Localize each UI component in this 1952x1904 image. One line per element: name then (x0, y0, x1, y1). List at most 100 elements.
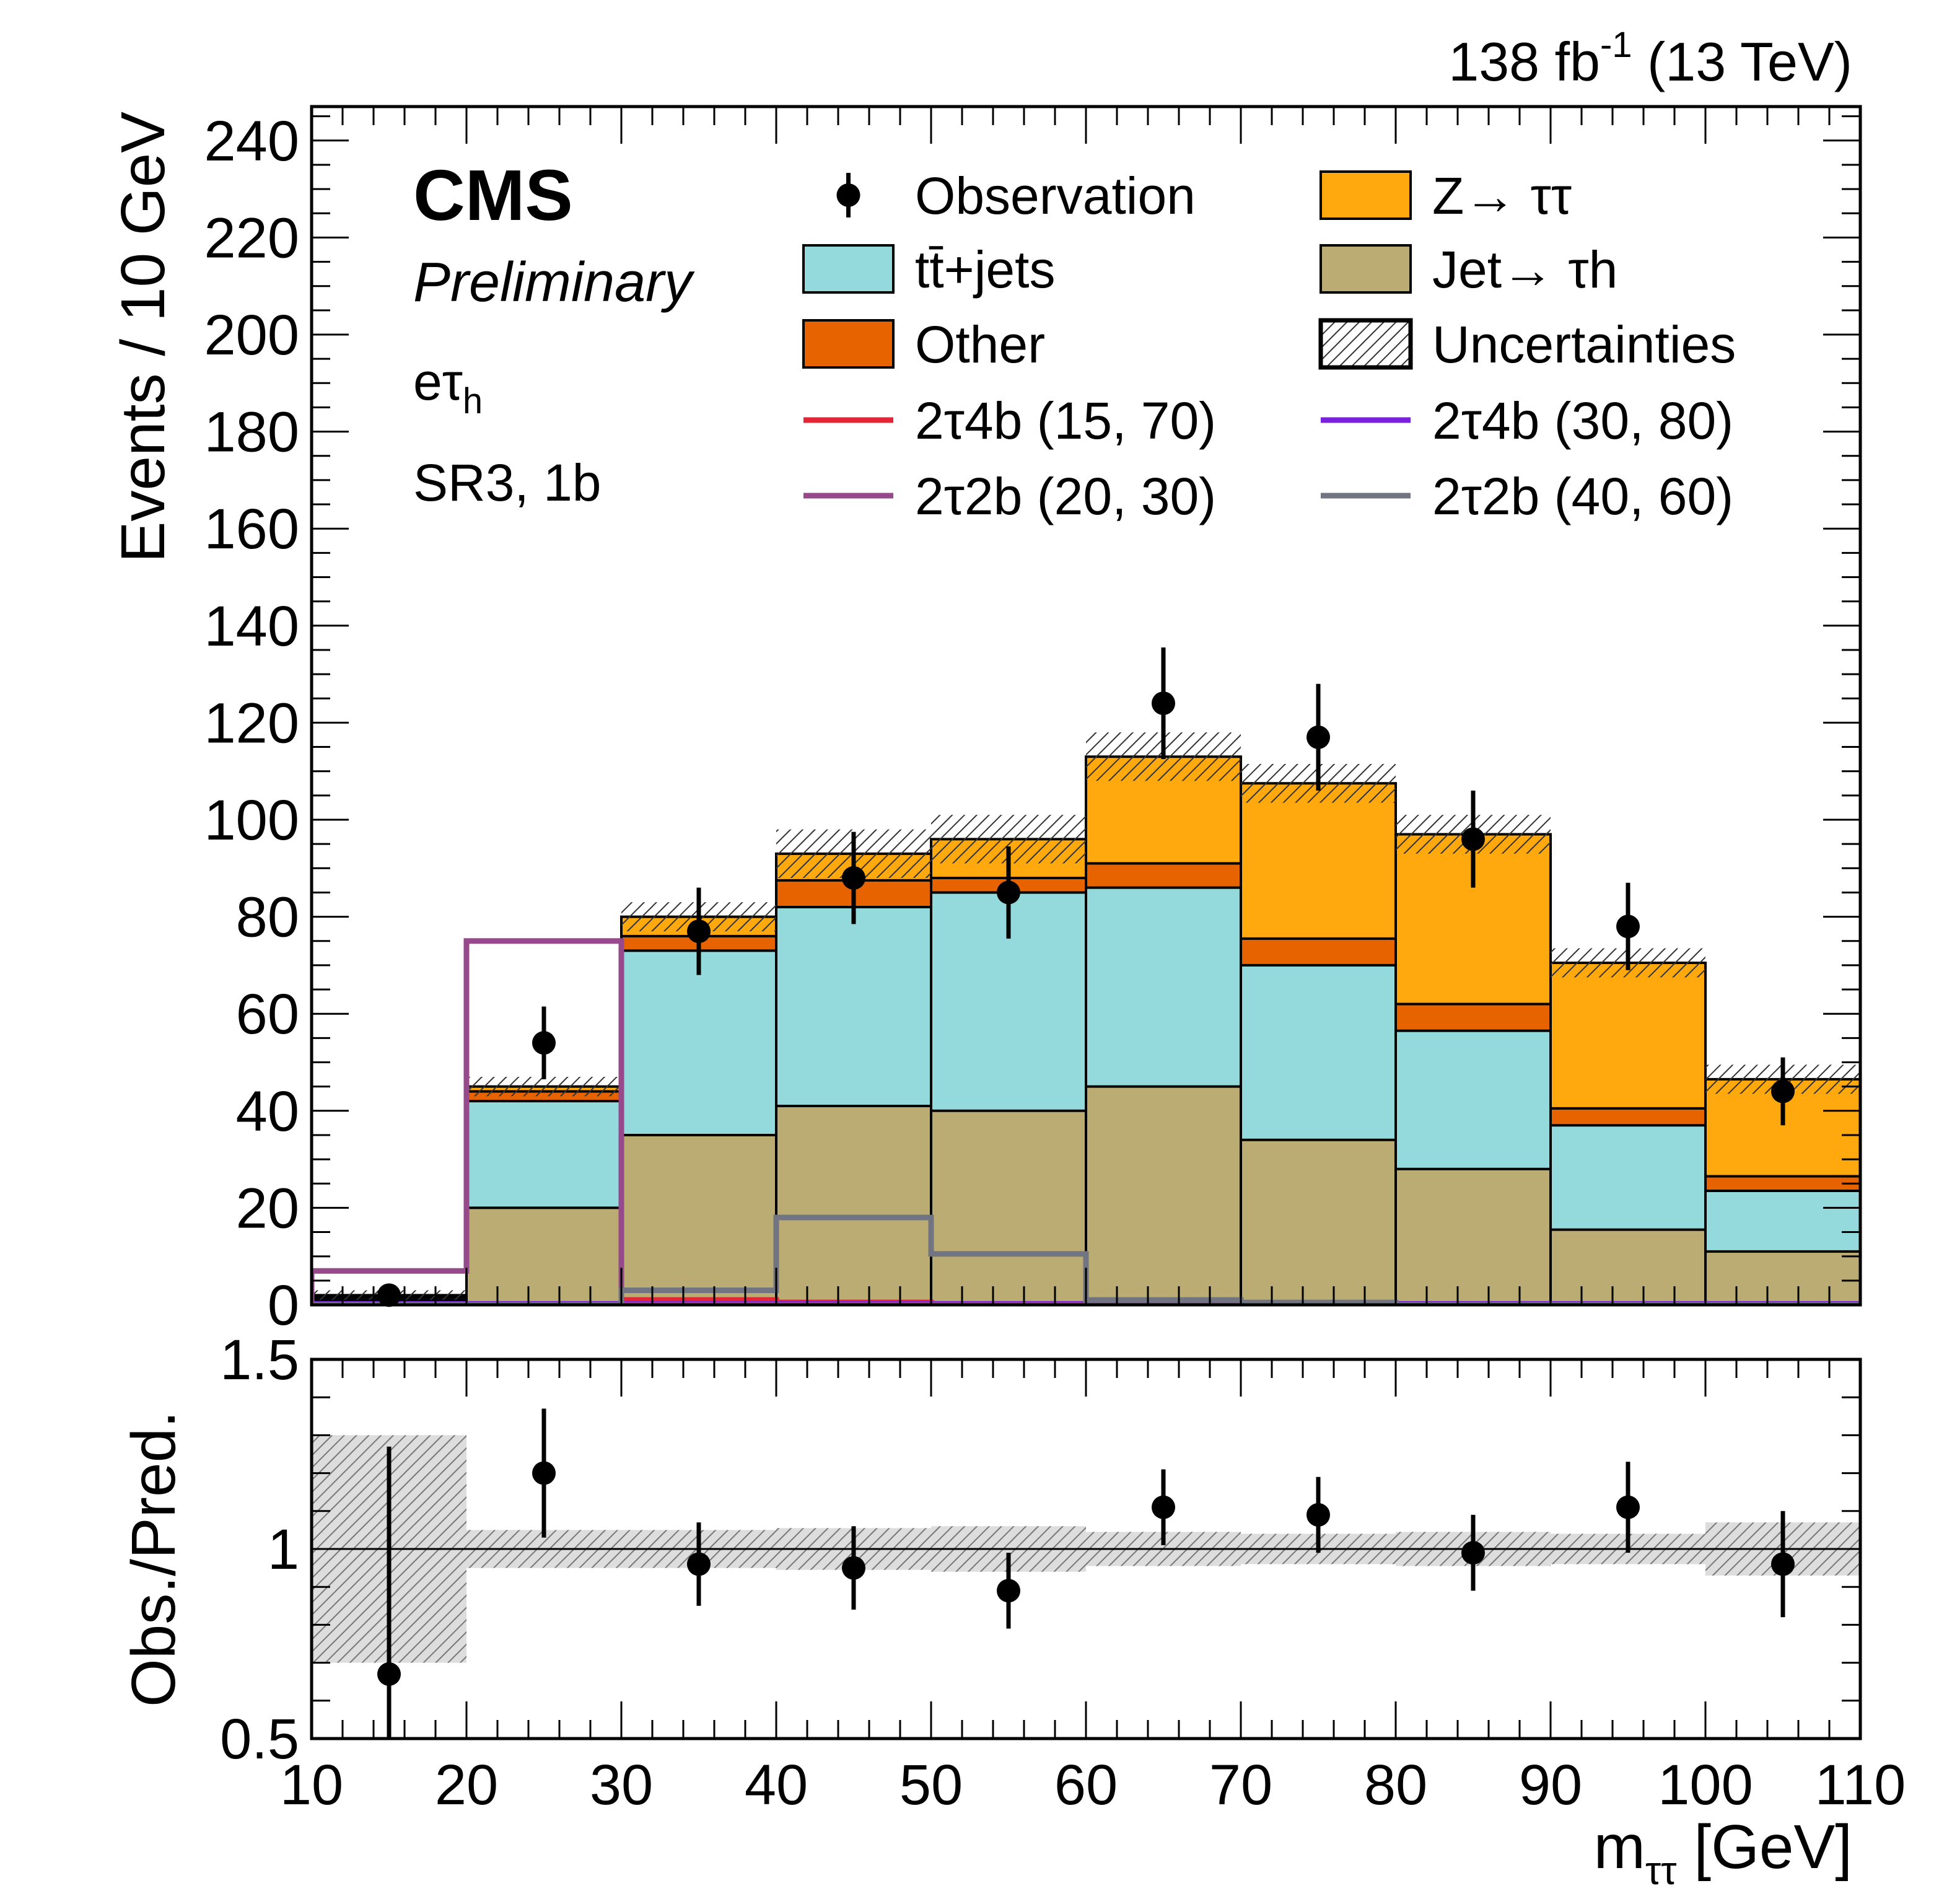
legend-ztt-label: Z→ ττ (1432, 167, 1572, 225)
x-tick-label: 50 (899, 1753, 963, 1817)
y-tick-label: 120 (204, 691, 300, 755)
y-tick-label: 100 (204, 789, 300, 852)
region-label: SR3, 1b (413, 454, 602, 512)
observation-point (687, 919, 711, 944)
bar-jet (1396, 1169, 1551, 1305)
bar-tt (776, 906, 931, 1106)
x-tick-label: 10 (280, 1753, 343, 1817)
legend-ztt-swatch (1320, 170, 1412, 220)
ratio-y-axis-label: Obs./Pred. (119, 1411, 188, 1707)
ratio-y-tick-label: 0.5 (220, 1708, 299, 1771)
bar-jet (466, 1208, 621, 1305)
legend-other-label: Other (915, 315, 1045, 374)
main-panel: 0 20 40 60 80 100 120 140 160 180 200 220 240 (204, 105, 1862, 1337)
bar-other (1086, 863, 1241, 888)
y-tick-label: 160 (204, 498, 300, 561)
cms-label: CMS (413, 155, 573, 235)
bar-jet (621, 1134, 776, 1305)
legend-observation-label: Observation (915, 167, 1196, 225)
y-tick-label: 240 (204, 110, 300, 173)
y-tick-label: 20 (236, 1177, 299, 1240)
legend-jet-label: Jet→ τh (1432, 240, 1617, 299)
lumi-label: 138 fb-1 (13 TeV) (1448, 25, 1852, 92)
x-tick-label: 30 (590, 1753, 653, 1817)
observation-point (1306, 725, 1330, 749)
bar-jet (1241, 1139, 1396, 1305)
y-tick-label: 60 (236, 983, 299, 1046)
signal-line-2 (312, 938, 1860, 1305)
bar-tt (1705, 1190, 1860, 1252)
legend-signal-label-2: 2τ2b (20, 30) (915, 467, 1216, 525)
legend-signal-label-3: 2τ2b (40, 60) (1432, 467, 1733, 525)
y-axis-label: Events / 10 GeV (108, 112, 178, 563)
bar-tt (1551, 1125, 1705, 1230)
ratio-panel: 0.5 1 1.5 10 20 30 40 50 60 70 80 90 100 110 (220, 1328, 1906, 1817)
legend-uncertainty-label: Uncertainties (1432, 315, 1736, 374)
legend-signal-label-0: 2τ4b (15, 70) (915, 392, 1216, 450)
bar-tt (1086, 887, 1241, 1087)
x-tick-label: 90 (1519, 1753, 1582, 1817)
ratio-y-tick-label: 1 (268, 1518, 299, 1581)
bar-jet (931, 1110, 1086, 1305)
observation-point (1152, 691, 1175, 716)
observation-point (997, 880, 1020, 905)
legend-tt-swatch (802, 244, 895, 294)
x-tick-label: 110 (1815, 1753, 1906, 1817)
preliminary-label: Preliminary (413, 252, 695, 314)
bar-jet (1551, 1229, 1705, 1305)
x-tick-label: 20 (435, 1753, 498, 1817)
ratio-point (377, 1662, 401, 1686)
bar-other (1551, 1108, 1705, 1126)
ratio-point (842, 1556, 865, 1580)
x-tick-label: 70 (1209, 1753, 1272, 1817)
ratio-points (377, 1408, 1795, 1739)
bar-other (1705, 1176, 1860, 1191)
bar-jet (1086, 1086, 1241, 1305)
y-tick-label: 40 (236, 1080, 299, 1143)
x-tick-label: 60 (1054, 1753, 1118, 1817)
x-tick-label: 100 (1658, 1753, 1753, 1817)
ratio-point (997, 1579, 1020, 1603)
x-axis-label: mττ [GeV] (1594, 1812, 1852, 1893)
legend: Observation Z→ ττ tt̄+jets Jet→ τh Other Unce… (802, 167, 1736, 525)
observation-point (532, 1031, 556, 1055)
main-axis-ticks (310, 107, 1862, 1306)
bar-tt (1241, 965, 1396, 1140)
y-tick-label: 180 (204, 401, 300, 464)
svg-text:138 fb-1 (13 TeV): 138 fb-1 (13 TeV) (1448, 25, 1852, 92)
y-tick-label: 80 (236, 886, 299, 949)
ratio-point (1771, 1552, 1795, 1576)
observation-points (377, 647, 1795, 1307)
legend-observation-marker (836, 183, 860, 207)
y-tick-label: 0 (268, 1274, 299, 1337)
legend-jet-swatch (1320, 244, 1412, 294)
legend-tt-label: tt̄+jets (915, 240, 1055, 299)
y-tick-label: 200 (204, 304, 300, 367)
observation-point (1616, 915, 1640, 939)
y-tick-label: 220 (204, 206, 300, 270)
observation-point (377, 1283, 401, 1307)
ratio-point (687, 1552, 711, 1576)
observation-point (1461, 827, 1485, 851)
bar-other (1396, 1004, 1551, 1031)
observation-point (842, 866, 865, 890)
bar-other (1241, 938, 1396, 965)
y-tick-label: 140 (204, 595, 300, 658)
ratio-axis-ticks (310, 1358, 1862, 1740)
ratio-point (1461, 1541, 1485, 1565)
bar-jet (776, 1105, 931, 1305)
uncertainty-bin (466, 1076, 621, 1097)
legend-signal-label-1: 2τ4b (30, 80) (1432, 392, 1733, 450)
bar-ztt (1241, 783, 1396, 939)
y-tick-labels: 0 20 40 60 80 100 120 140 160 180 200 220 240 (204, 110, 300, 1337)
observation-point (1771, 1079, 1795, 1103)
bar-ztt (1551, 962, 1705, 1108)
ratio-point (532, 1461, 556, 1485)
bar-tt (1396, 1030, 1551, 1169)
x-tick-labels: 10 20 30 40 50 60 70 80 90 100 110 (280, 1753, 1906, 1817)
x-tick-label: 80 (1364, 1753, 1427, 1817)
channel-label: eτh (413, 353, 483, 421)
ratio-point (1152, 1495, 1175, 1519)
bar-tt (621, 950, 776, 1135)
